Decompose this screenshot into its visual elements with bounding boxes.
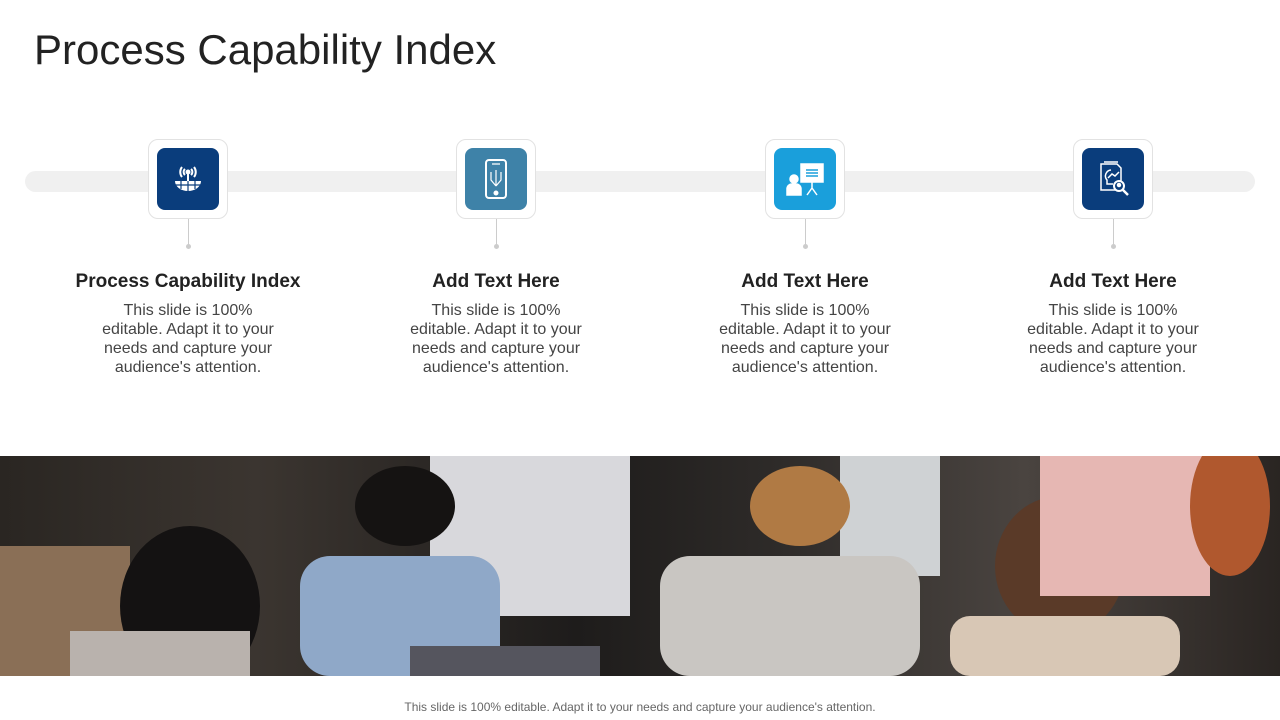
antenna-globe-icon: [157, 148, 219, 210]
step-heading: Add Text Here: [1049, 271, 1177, 292]
step-body: This slide is 100% editable. Adapt it to…: [410, 302, 582, 376]
step-body: This slide is 100% editable. Adapt it to…: [1027, 302, 1199, 376]
idea-document-search-icon: [1082, 148, 1144, 210]
step-heading: Process Capability Index: [75, 271, 301, 292]
timeline-track: [25, 171, 1255, 192]
team-meeting-photo: [0, 456, 1280, 676]
step-2: Add Text Here This slide is 100% editabl…: [346, 139, 646, 377]
step-body: This slide is 100% editable. Adapt it to…: [719, 302, 891, 376]
smartphone-circuit-icon: [465, 148, 527, 210]
step-4: Add Text Here This slide is 100% editabl…: [963, 139, 1263, 377]
footer-note: This slide is 100% editable. Adapt it to…: [404, 700, 876, 714]
step-body: This slide is 100% editable. Adapt it to…: [102, 302, 274, 376]
presenter-board-icon: [774, 148, 836, 210]
step-3: Add Text Here This slide is 100% editabl…: [655, 139, 955, 377]
page-title: Process Capability Index: [34, 26, 497, 73]
step-heading: Add Text Here: [741, 271, 869, 292]
step-heading: Add Text Here: [432, 271, 560, 292]
step-1: Process Capability Index This slide is 1…: [38, 139, 338, 377]
